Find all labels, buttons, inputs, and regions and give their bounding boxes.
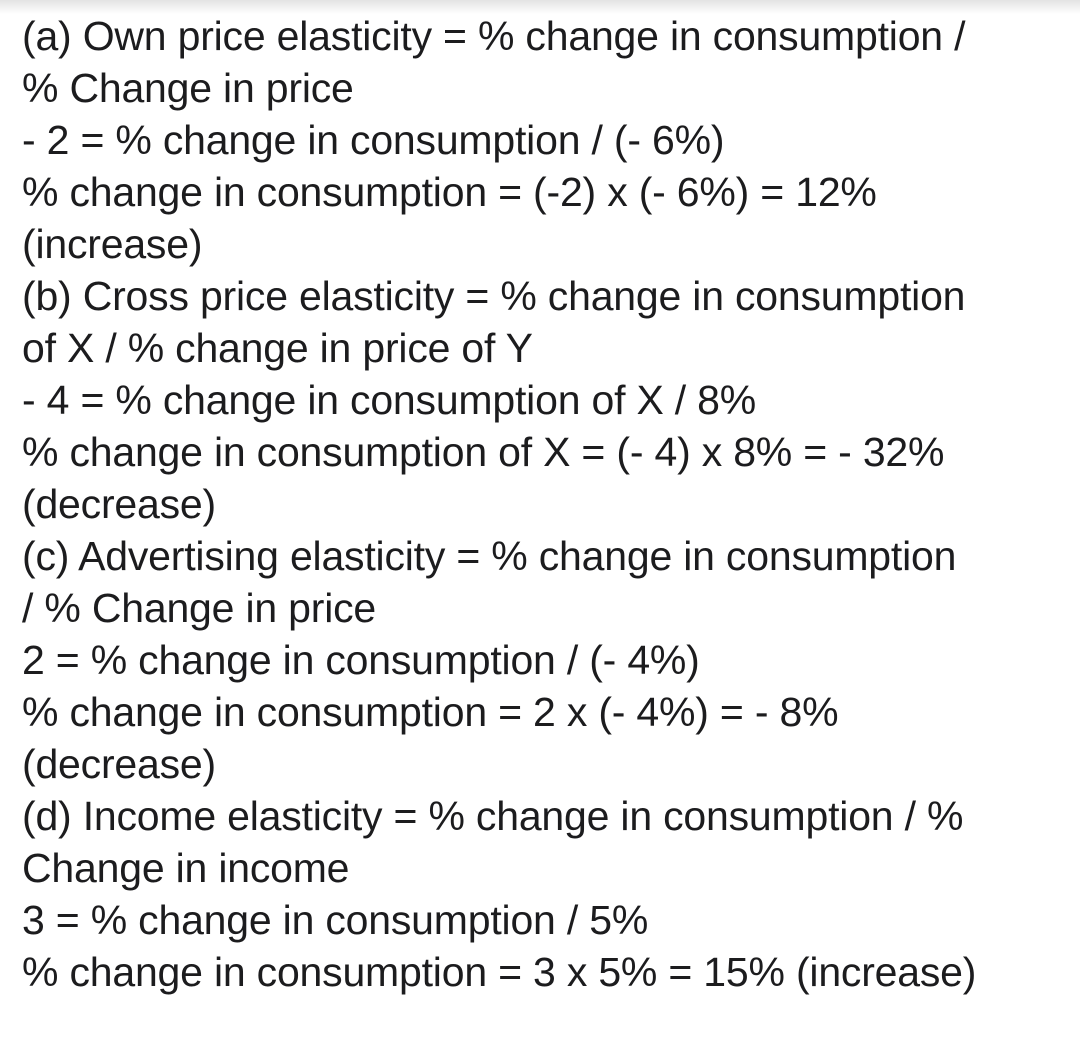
text-line: 2 = % change in consumption / (- 4%) bbox=[22, 637, 700, 683]
text-line: (c) Advertising elasticity = % change in… bbox=[22, 533, 957, 579]
text-line: - 2 = % change in consumption / (- 6%) bbox=[22, 117, 725, 163]
text-line: (d) Income elasticity = % change in cons… bbox=[22, 793, 964, 839]
text-line: (decrease) bbox=[22, 481, 216, 527]
text-line: 3 = % change in consumption / 5% bbox=[22, 897, 649, 943]
text-line: % Change in price bbox=[22, 65, 354, 111]
section-a-own-price-elasticity: (a) Own price elasticity = % change in c… bbox=[22, 10, 1070, 270]
elasticity-answer-text: (a) Own price elasticity = % change in c… bbox=[22, 10, 1070, 998]
section-c-advertising-elasticity: (c) Advertising elasticity = % change in… bbox=[22, 530, 1070, 790]
text-line: % change in consumption = (-2) x (- 6%) … bbox=[22, 169, 877, 215]
text-line: (a) Own price elasticity = % change in c… bbox=[22, 13, 966, 59]
text-line: (decrease) bbox=[22, 741, 216, 787]
text-line: Change in income bbox=[22, 845, 350, 891]
section-b-cross-price-elasticity: (b) Cross price elasticity = % change in… bbox=[22, 270, 1070, 530]
text-line: (b) Cross price elasticity = % change in… bbox=[22, 273, 966, 319]
text-line: % change in consumption = 2 x (- 4%) = -… bbox=[22, 689, 839, 735]
text-line: (increase) bbox=[22, 221, 203, 267]
text-line: % change in consumption = 3 x 5% = 15% (… bbox=[22, 949, 977, 995]
text-line: of X / % change in price of Y bbox=[22, 325, 533, 371]
section-d-income-elasticity: (d) Income elasticity = % change in cons… bbox=[22, 790, 1070, 998]
text-line: - 4 = % change in consumption of X / 8% bbox=[22, 377, 757, 423]
text-line: / % Change in price bbox=[22, 585, 377, 631]
text-line: % change in consumption of X = (- 4) x 8… bbox=[22, 429, 945, 475]
